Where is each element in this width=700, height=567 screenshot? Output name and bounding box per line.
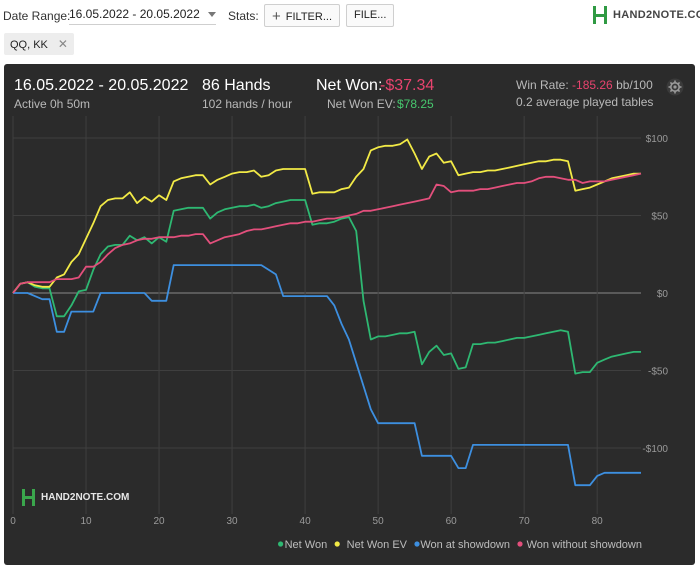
- net-won-ev-value: $78.25: [397, 97, 434, 111]
- x-tick-label: 60: [446, 516, 458, 527]
- file-button[interactable]: FILE...: [346, 4, 395, 27]
- filter-button[interactable]: + FILTER...: [264, 4, 341, 27]
- y-tick-label: $100: [646, 134, 669, 145]
- file-button-label: FILE...: [354, 9, 387, 21]
- chevron-down-icon: [207, 12, 216, 17]
- top-toolbar: Date Range: 16.05.2022 - 20.05.2022 Stat…: [0, 0, 700, 32]
- net-won-ev-label: Net Won EV:: [327, 97, 396, 111]
- win-rate-label: Win Rate:: [516, 78, 569, 92]
- net-won-label: Net Won:: [316, 77, 383, 94]
- hands-per-hour: 102 hands / hour: [202, 97, 293, 111]
- stats-label: Stats:: [228, 9, 259, 23]
- net-won-chart: $100 $50 $0 -$50 -$100 0 10 20 30 40 50 60 70 80 Won w…: [10, 116, 669, 551]
- series-line-net-won: [12, 199, 641, 375]
- legend-label: Won at showdown: [420, 539, 510, 551]
- watermark-text: HAND2NOTE.COM: [41, 492, 130, 503]
- series-line-net-won-ev: [12, 138, 641, 294]
- series-line-won-at-showdown: [13, 264, 641, 487]
- filter-button-label: FILTER...: [285, 11, 333, 23]
- filter-tag-label: QQ, KK: [10, 39, 48, 51]
- series-line-won-without-showdown: [12, 172, 642, 294]
- x-tick-label: 40: [300, 516, 312, 527]
- legend-marker: [517, 541, 523, 547]
- win-rate-value: -185.26: [572, 78, 613, 92]
- net-won-value: -$37.34: [380, 77, 435, 94]
- date-range-select[interactable]: 16.05.2022 - 20.05.2022: [69, 7, 216, 25]
- y-tick-label: -$100: [642, 444, 668, 455]
- win-rate-unit: bb/100: [616, 78, 653, 92]
- x-tick-label: 70: [519, 516, 531, 527]
- legend-marker: [414, 541, 420, 547]
- date-range-value: 16.05.2022 - 20.05.2022: [69, 7, 200, 21]
- y-tick-label: $0: [657, 289, 669, 300]
- graph-panel: 16.05.2022 - 20.05.2022 Active 0h 50m 86…: [4, 64, 695, 565]
- x-tick-label: 10: [80, 516, 92, 527]
- logo-text: HAND2NOTE.COM: [613, 9, 700, 21]
- legend-label: Net Won EV: [347, 539, 408, 551]
- avg-tables: 0.2 average played tables: [516, 95, 654, 109]
- legend-label: Net Won: [285, 539, 328, 551]
- x-tick-label: 20: [153, 516, 165, 527]
- x-tick-label: 0: [10, 516, 16, 527]
- hand2note-watermark-icon: [22, 489, 35, 506]
- y-tick-label: -$50: [648, 367, 668, 378]
- plus-icon: +: [272, 8, 281, 25]
- x-tick-label: 50: [373, 516, 385, 527]
- win-rate: Win Rate: -185.26 bb/100: [516, 78, 653, 92]
- legend-marker: [334, 541, 340, 547]
- gear-icon[interactable]: [666, 78, 684, 96]
- y-tick-label: $50: [651, 212, 668, 223]
- summary-date-range: 16.05.2022 - 20.05.2022: [14, 77, 189, 94]
- hand2note-logo-icon: [593, 6, 607, 24]
- filter-tag[interactable]: QQ, KK ✕: [4, 33, 74, 55]
- hands-count: 86 Hands: [202, 77, 271, 94]
- x-tick-label: 80: [592, 516, 604, 527]
- legend-label: Won without showdown: [527, 539, 642, 551]
- x-tick-label: 30: [227, 516, 239, 527]
- date-range-label: Date Range:: [3, 9, 71, 23]
- close-icon[interactable]: ✕: [57, 37, 68, 51]
- legend-marker: [278, 541, 284, 547]
- active-time: Active 0h 50m: [14, 97, 91, 111]
